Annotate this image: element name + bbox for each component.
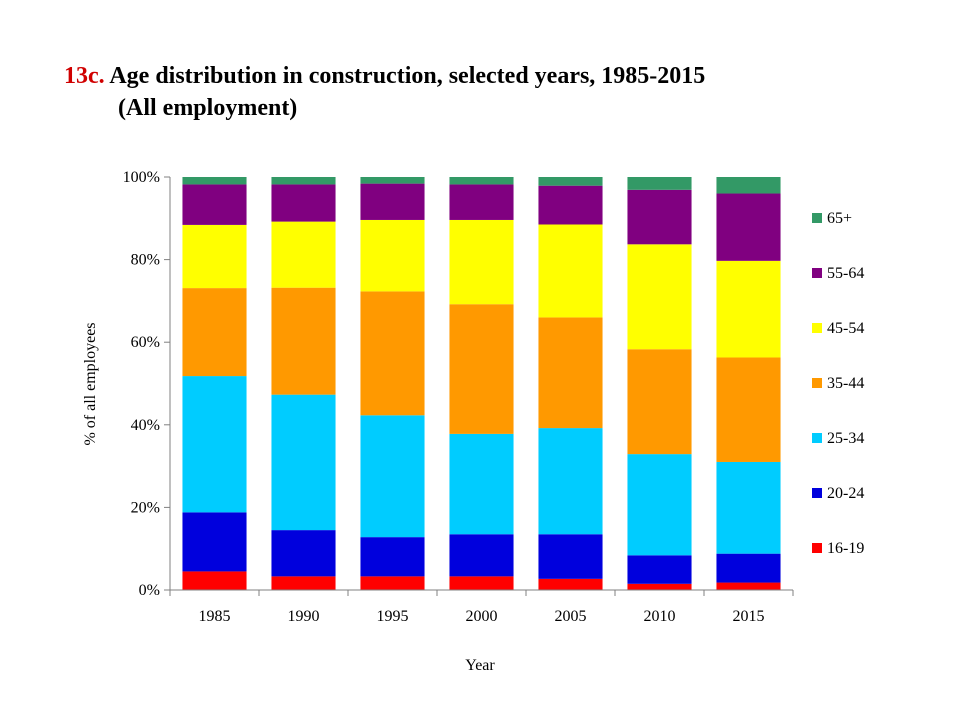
bar-1985-35-44 (182, 288, 247, 377)
bar-2000-45-54 (449, 219, 514, 305)
chart-title: 13c. Age distribution in construction, s… (64, 60, 705, 92)
bar-1995-20-24 (360, 537, 425, 577)
y-tick-label: 80% (131, 252, 160, 269)
legend-label-25-34: 25-34 (827, 430, 864, 447)
y-tick-label: 20% (131, 499, 160, 516)
bar-1990-16-19 (271, 576, 336, 590)
chart-title-block: 13c. Age distribution in construction, s… (64, 60, 705, 124)
legend: 65+ 55-64 45-54 35-44 25-34 20-24 16-19 (812, 210, 864, 557)
bar-2015-35-44 (716, 357, 781, 462)
bar-1990-25-34 (271, 394, 336, 531)
bar-1985-45-54 (182, 224, 247, 289)
bar-2005-65+ (538, 177, 603, 186)
bar-2000-35-44 (449, 304, 514, 434)
legend-label-65+: 65+ (827, 210, 852, 227)
bar-1995-65+ (360, 177, 425, 184)
bar-1995-16-19 (360, 576, 425, 590)
bar-1990-20-24 (271, 530, 336, 577)
bar-2015-16-19 (716, 582, 781, 590)
bar-1995-25-34 (360, 415, 425, 538)
bar-2015-55-64 (716, 193, 781, 261)
x-axis-label: Year (465, 657, 495, 674)
bar-2000-16-19 (449, 576, 514, 590)
x-tick-label: 1995 (377, 608, 409, 625)
bar-1990-65+ (271, 177, 336, 185)
bar-2015-25-34 (716, 461, 781, 554)
x-tick-label: 2000 (466, 608, 498, 625)
legend-swatch-45-54 (812, 323, 822, 333)
bar-2015-45-54 (716, 260, 781, 358)
legend-swatch-35-44 (812, 378, 822, 388)
x-tick-label: 2015 (733, 608, 765, 625)
legend-label-55-64: 55-64 (827, 265, 864, 282)
x-tick-label: 1990 (288, 608, 320, 625)
bar-1990-35-44 (271, 287, 336, 395)
legend-swatch-55-64 (812, 268, 822, 278)
bar-2010-16-19 (627, 583, 692, 590)
bar-2005-45-54 (538, 224, 603, 318)
legend-label-16-19: 16-19 (827, 540, 864, 557)
bar-1985-55-64 (182, 184, 247, 225)
bar-2010-55-64 (627, 189, 692, 245)
bar-2005-35-44 (538, 317, 603, 429)
legend-swatch-65+ (812, 213, 822, 223)
bar-2010-65+ (627, 177, 692, 190)
bar-1990-45-54 (271, 221, 336, 288)
bar-1995-55-64 (360, 183, 425, 220)
chart-title-number: 13c. (64, 63, 105, 89)
bar-1995-45-54 (360, 219, 425, 292)
bar-2015-20-24 (716, 553, 781, 583)
chart-title-text: Age distribution in construction, select… (109, 63, 706, 89)
x-tick-label: 2010 (644, 608, 676, 625)
x-tick-label: 1985 (199, 608, 231, 625)
legend-swatch-16-19 (812, 543, 822, 553)
x-tick-label: 2005 (555, 608, 587, 625)
bar-2005-55-64 (538, 185, 603, 225)
bar-1995-35-44 (360, 291, 425, 416)
bar-2005-20-24 (538, 534, 603, 579)
bar-2000-65+ (449, 177, 514, 185)
legend-swatch-25-34 (812, 433, 822, 443)
bar-2000-20-24 (449, 534, 514, 577)
legend-label-45-54: 45-54 (827, 320, 864, 337)
bar-2010-20-24 (627, 555, 692, 584)
bar-1985-65+ (182, 177, 247, 185)
y-tick-label: 0% (139, 582, 160, 599)
bar-1985-20-24 (182, 512, 247, 572)
bar-1990-55-64 (271, 184, 336, 222)
bar-1985-16-19 (182, 571, 247, 590)
legend-label-20-24: 20-24 (827, 485, 864, 502)
bar-2015-65+ (716, 177, 781, 194)
axes-group: 0% 20% 40% 60% 80% 100% 1985 1990 1995 2000 2005 20… (123, 169, 794, 625)
y-tick-label: 100% (123, 169, 160, 186)
legend-label-35-44: 35-44 (827, 375, 864, 392)
legend-swatch-20-24 (812, 488, 822, 498)
bar-2000-55-64 (449, 184, 514, 220)
bar-2005-16-19 (538, 578, 603, 590)
y-tick-label: 60% (131, 334, 160, 351)
bar-2010-25-34 (627, 454, 692, 556)
bar-2000-25-34 (449, 433, 514, 535)
bar-1985-25-34 (182, 376, 247, 513)
bar-2005-25-34 (538, 428, 603, 535)
y-axis-label: % of all employees (82, 322, 99, 445)
y-tick-label: 40% (131, 417, 160, 434)
bars-group (182, 177, 781, 590)
bar-2010-45-54 (627, 244, 692, 350)
bar-2010-35-44 (627, 349, 692, 455)
chart-subtitle: (All employment) (118, 95, 298, 121)
